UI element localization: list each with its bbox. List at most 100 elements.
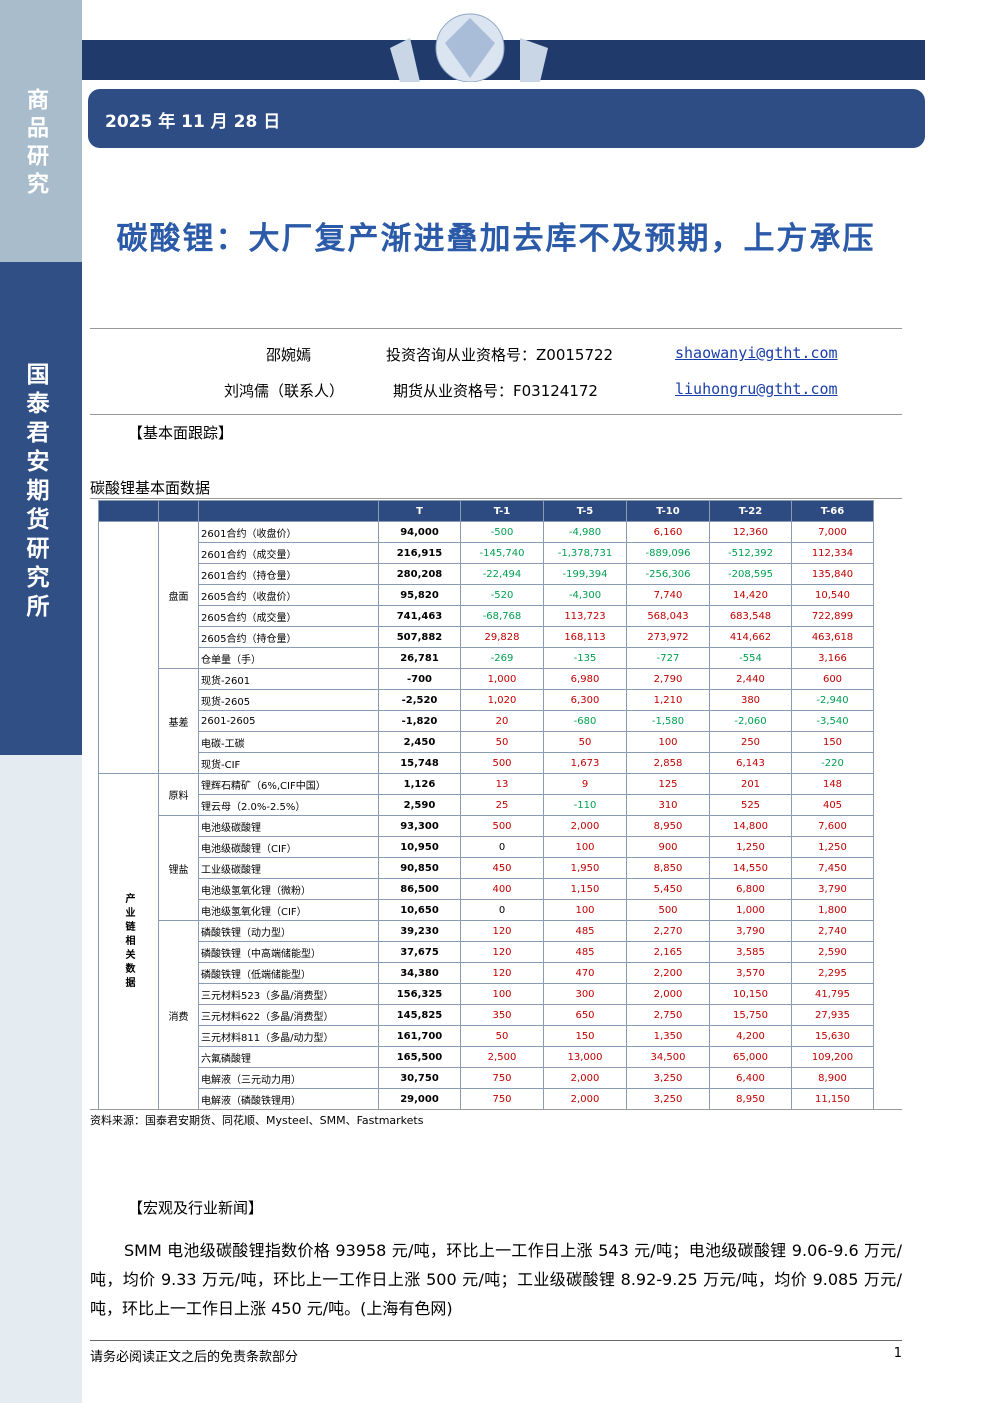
value-cell: 94,000 bbox=[378, 521, 461, 543]
value-cell: 30,750 bbox=[378, 1067, 461, 1089]
header-cell bbox=[98, 500, 159, 522]
value-cell: 11,150 bbox=[791, 1088, 874, 1110]
data-row: 2605合约（成交量） 741,463 -68,768 113,723 568,043 6… bbox=[99, 605, 874, 627]
rule bbox=[90, 1109, 902, 1110]
value-cell: 1,126 bbox=[378, 773, 461, 795]
header-cell: T-22 bbox=[709, 500, 792, 522]
section-heading: 【基本面跟踪】 bbox=[128, 424, 234, 442]
date: 2025 年 11 月 28 日 bbox=[105, 112, 281, 132]
value-cell: 4,200 bbox=[709, 1025, 792, 1047]
value-cell: 34,500 bbox=[626, 1046, 710, 1068]
row-label: 电池级氢氧化锂（微粉） bbox=[198, 878, 379, 900]
value-cell: 120 bbox=[460, 941, 544, 963]
row-label: 2601合约（成交量） bbox=[198, 542, 379, 564]
data-row: 2601-2605 -1,820 20 -680 -1,580 -2,060 -3,540 bbox=[99, 710, 874, 732]
value-cell: 7,740 bbox=[626, 584, 710, 606]
value-cell: 8,850 bbox=[626, 857, 710, 879]
data-row: 2605合约（持仓量） 507,882 29,828 168,113 273,972 41… bbox=[99, 626, 874, 648]
row-label: 锂辉石精矿（6%,CIF中国） bbox=[198, 773, 379, 795]
value-cell: 29,828 bbox=[460, 626, 544, 648]
row-label: 2605合约（成交量） bbox=[198, 605, 379, 627]
group-cell: 基差 bbox=[158, 668, 199, 774]
value-cell: 350 bbox=[460, 1004, 544, 1026]
value-cell: 273,972 bbox=[626, 626, 710, 648]
value-cell: 310 bbox=[626, 794, 710, 816]
value-cell: 405 bbox=[791, 794, 874, 816]
value-cell: 750 bbox=[460, 1067, 544, 1089]
row-label: 磷酸铁锂（低端储能型） bbox=[198, 962, 379, 984]
data-row: 产业链相关数据 原料 锂辉石精矿（6%,CIF中国） 1,126 13 9 125 201 14… bbox=[98, 773, 874, 1110]
value-cell: 8,950 bbox=[709, 1088, 792, 1110]
value-cell: 156,325 bbox=[378, 983, 461, 1005]
value-cell: -199,394 bbox=[543, 563, 627, 585]
value-cell: 0 bbox=[460, 899, 544, 921]
value-cell: 500 bbox=[626, 899, 710, 921]
value-cell: -2,520 bbox=[378, 689, 461, 711]
value-cell: 145,825 bbox=[378, 1004, 461, 1026]
value-cell: 5,450 bbox=[626, 878, 710, 900]
author-name: 邵婉嫣 bbox=[266, 346, 312, 364]
value-cell: 112,334 bbox=[791, 542, 874, 564]
value-cell: -256,306 bbox=[626, 563, 710, 585]
data-row: 基差 现货-2601 -700 1,000 6,980 2,790 2,440 600 bbox=[99, 668, 874, 774]
value-cell: 300 bbox=[543, 983, 627, 1005]
value-cell: 7,600 bbox=[791, 815, 874, 837]
author-email[interactable]: shaowanyi@gtht.com bbox=[675, 344, 838, 362]
value-cell: -680 bbox=[543, 710, 627, 732]
row-label: 电池级碳酸锂（CIF） bbox=[198, 836, 379, 858]
header-cell: T-5 bbox=[543, 500, 627, 522]
value-cell: -4,300 bbox=[543, 584, 627, 606]
author-email[interactable]: liuhongru@gtht.com bbox=[675, 380, 838, 398]
row-label: 现货-2601 bbox=[198, 668, 379, 690]
value-cell: 2,750 bbox=[626, 1004, 710, 1026]
value-cell: 722,899 bbox=[791, 605, 874, 627]
value-cell: -22,494 bbox=[460, 563, 544, 585]
value-cell: 216,915 bbox=[378, 542, 461, 564]
value-cell: 100 bbox=[543, 836, 627, 858]
block-cell bbox=[98, 521, 159, 774]
value-cell: 12,360 bbox=[709, 521, 792, 543]
data-table: T T-1 T-5 T-10 T-22 T-66 盘面 2601合约（收盘价） 94,000 -5… bbox=[98, 500, 874, 1110]
data-row: 磷酸铁锂（低端储能型） 34,380 120 470 2,200 3,570 2,295 bbox=[99, 962, 874, 984]
data-row: 仓单量（手） 26,781 -269 -135 -727 -554 3,166 bbox=[99, 647, 874, 669]
row-label: 锂云母（2.0%-2.5%） bbox=[198, 794, 379, 816]
value-cell: 380 bbox=[709, 689, 792, 711]
header-cell bbox=[198, 500, 379, 522]
value-cell: 0 bbox=[460, 836, 544, 858]
row-label: 2601-2605 bbox=[198, 710, 379, 732]
value-cell: 741,463 bbox=[378, 605, 461, 627]
value-cell: 3,250 bbox=[626, 1088, 710, 1110]
value-cell: 9 bbox=[543, 773, 627, 795]
value-cell: 3,250 bbox=[626, 1067, 710, 1089]
header-cell: T-1 bbox=[460, 500, 544, 522]
value-cell: 120 bbox=[460, 962, 544, 984]
value-cell: 2,590 bbox=[791, 941, 874, 963]
group-cell: 盘面 bbox=[158, 521, 199, 669]
row-label: 电池级碳酸锂 bbox=[198, 815, 379, 837]
value-cell: 2,165 bbox=[626, 941, 710, 963]
data-row: 磷酸铁锂（中高端储能型） 37,675 120 485 2,165 3,585 2,590 bbox=[99, 941, 874, 963]
row-label: 电碳-工碳 bbox=[198, 731, 379, 753]
value-cell: 485 bbox=[543, 941, 627, 963]
data-row: 电碳-工碳 2,450 50 50 100 250 150 bbox=[99, 731, 874, 753]
value-cell: 39,230 bbox=[378, 920, 461, 942]
row-label: 磷酸铁锂（中高端储能型） bbox=[198, 941, 379, 963]
value-cell: 41,795 bbox=[791, 983, 874, 1005]
data-row: 电解液（三元动力用） 30,750 750 2,000 3,250 6,400 8,900 bbox=[99, 1067, 874, 1089]
value-cell: 6,400 bbox=[709, 1067, 792, 1089]
value-cell: -500 bbox=[460, 521, 544, 543]
data-row: 电池级氢氧化锂（CIF） 10,650 0 100 500 1,000 1,800 bbox=[99, 899, 874, 921]
value-cell: 100 bbox=[460, 983, 544, 1005]
value-cell: 27,935 bbox=[791, 1004, 874, 1026]
data-row: 盘面 2601合约（收盘价） 94,000 -500 -4,980 6,160 12,360… bbox=[98, 521, 874, 774]
value-cell: 650 bbox=[543, 1004, 627, 1026]
value-cell: 15,630 bbox=[791, 1025, 874, 1047]
value-cell: 168,113 bbox=[543, 626, 627, 648]
value-cell: -269 bbox=[460, 647, 544, 669]
header-cell: T-66 bbox=[791, 500, 874, 522]
value-cell: 500 bbox=[460, 752, 544, 774]
row-label: 2601合约（持仓量） bbox=[198, 563, 379, 585]
value-cell: 568,043 bbox=[626, 605, 710, 627]
value-cell: 7,450 bbox=[791, 857, 874, 879]
value-cell: 1,673 bbox=[543, 752, 627, 774]
